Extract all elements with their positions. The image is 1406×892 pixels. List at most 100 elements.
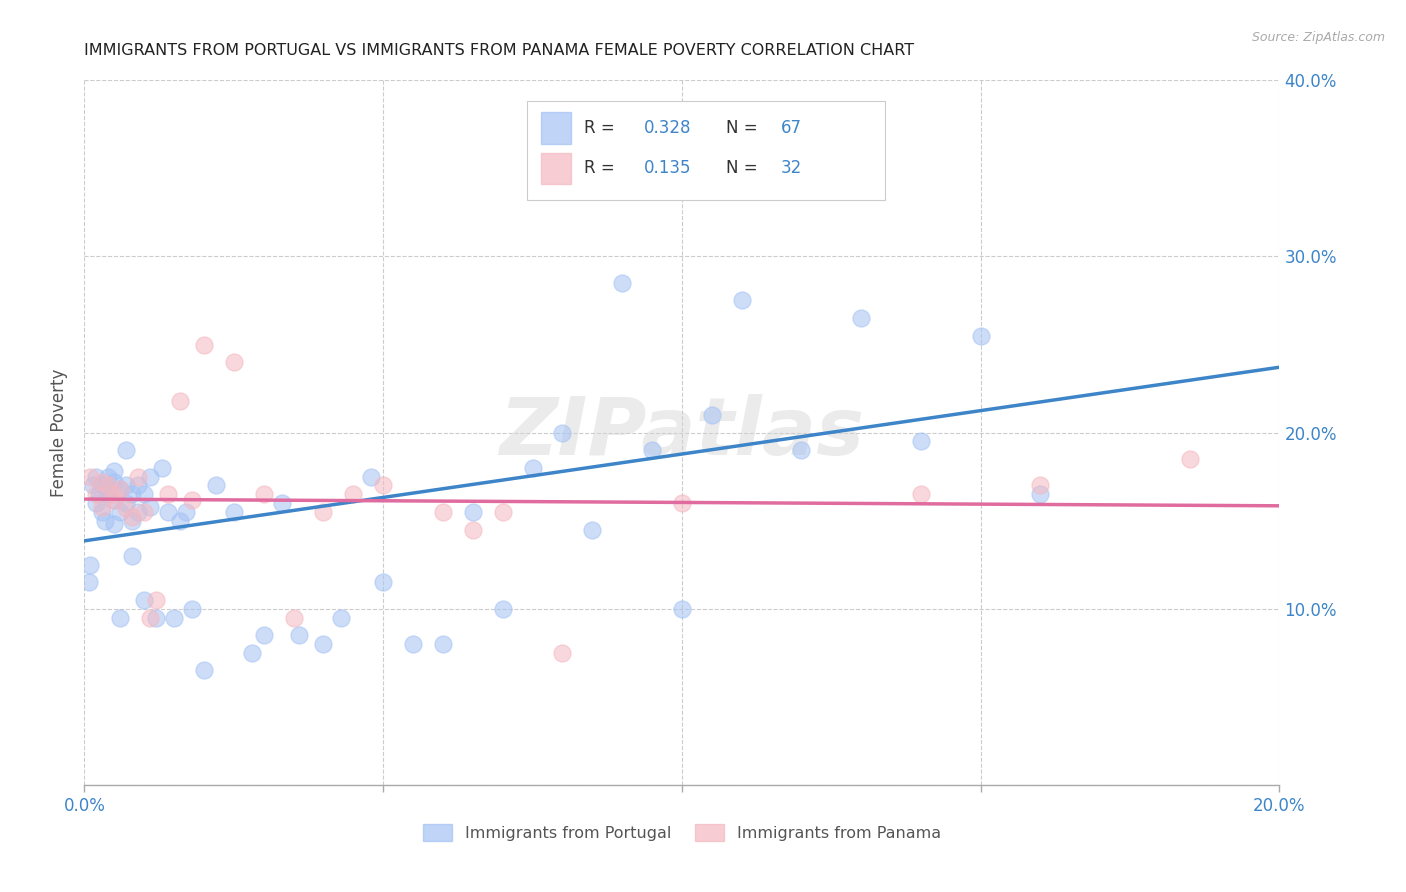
Point — [91, 475, 114, 489]
Point — [145, 610, 167, 624]
FancyBboxPatch shape — [527, 102, 886, 200]
Point — [103, 492, 125, 507]
Point — [103, 464, 125, 478]
Point — [612, 144, 634, 158]
Point — [671, 601, 693, 615]
Point — [110, 482, 132, 496]
Point — [1178, 452, 1201, 467]
Point — [253, 628, 276, 642]
Point — [110, 610, 132, 624]
Point — [103, 492, 125, 507]
Point — [1029, 478, 1052, 492]
Point — [150, 460, 173, 475]
Point — [157, 505, 180, 519]
Y-axis label: Female Poverty: Female Poverty — [51, 368, 69, 497]
Text: N =: N = — [725, 120, 763, 137]
Point — [222, 355, 245, 369]
Point — [139, 469, 162, 483]
Point — [169, 393, 191, 408]
Point — [103, 475, 125, 489]
Point — [86, 487, 108, 501]
Point — [330, 610, 353, 624]
Point — [492, 601, 515, 615]
Text: IMMIGRANTS FROM PORTUGAL VS IMMIGRANTS FROM PANAMA FEMALE POVERTY CORRELATION CH: IMMIGRANTS FROM PORTUGAL VS IMMIGRANTS F… — [84, 44, 914, 58]
Point — [91, 505, 114, 519]
Point — [1029, 487, 1052, 501]
Point — [132, 487, 156, 501]
Point — [288, 628, 311, 642]
Point — [240, 646, 263, 660]
Point — [205, 478, 228, 492]
Point — [79, 469, 101, 483]
Point — [731, 293, 754, 308]
Point — [193, 664, 215, 678]
FancyBboxPatch shape — [541, 153, 571, 185]
Point — [139, 500, 162, 514]
Point — [89, 487, 111, 501]
Point — [700, 408, 723, 422]
Point — [86, 496, 108, 510]
Point — [121, 514, 143, 528]
Point — [97, 482, 120, 496]
Point — [432, 505, 454, 519]
Point — [91, 500, 114, 514]
Point — [461, 523, 484, 537]
Point — [402, 637, 425, 651]
Point — [360, 469, 382, 483]
Point — [222, 505, 245, 519]
Point — [79, 558, 101, 572]
Point — [163, 610, 186, 624]
Point — [181, 492, 204, 507]
Point — [193, 337, 215, 351]
Point — [97, 478, 120, 492]
Point — [115, 501, 138, 516]
Point — [641, 443, 664, 458]
Point — [132, 505, 156, 519]
Point — [461, 505, 484, 519]
Point — [181, 601, 204, 615]
Point — [283, 610, 305, 624]
Point — [174, 505, 197, 519]
Point — [970, 328, 993, 343]
Point — [373, 478, 395, 492]
Point — [121, 549, 143, 563]
Point — [94, 514, 117, 528]
Point — [522, 460, 544, 475]
Point — [253, 487, 276, 501]
Point — [110, 505, 132, 519]
Point — [127, 478, 149, 492]
Point — [432, 637, 454, 651]
Point — [851, 311, 873, 326]
Text: 0.135: 0.135 — [644, 160, 692, 178]
Point — [581, 523, 603, 537]
Point — [77, 575, 100, 590]
Text: N =: N = — [725, 160, 763, 178]
Point — [127, 505, 149, 519]
Point — [91, 478, 114, 492]
Point — [139, 610, 162, 624]
Point — [612, 276, 634, 290]
Point — [103, 517, 125, 532]
Point — [115, 478, 138, 492]
Point — [910, 434, 932, 449]
Point — [492, 505, 515, 519]
Text: 0.328: 0.328 — [644, 120, 692, 137]
Text: R =: R = — [583, 120, 620, 137]
Point — [132, 593, 156, 607]
Text: 67: 67 — [782, 120, 801, 137]
FancyBboxPatch shape — [541, 112, 571, 144]
Point — [671, 496, 693, 510]
Point — [86, 469, 108, 483]
Point — [121, 510, 143, 524]
Point — [110, 482, 132, 496]
Point — [97, 469, 120, 483]
Point — [551, 646, 574, 660]
Point — [103, 487, 125, 501]
Point — [127, 469, 149, 483]
Point — [115, 443, 138, 458]
Point — [790, 443, 813, 458]
Point — [312, 637, 335, 651]
Point — [312, 505, 335, 519]
Point — [82, 478, 104, 492]
Point — [342, 487, 364, 501]
